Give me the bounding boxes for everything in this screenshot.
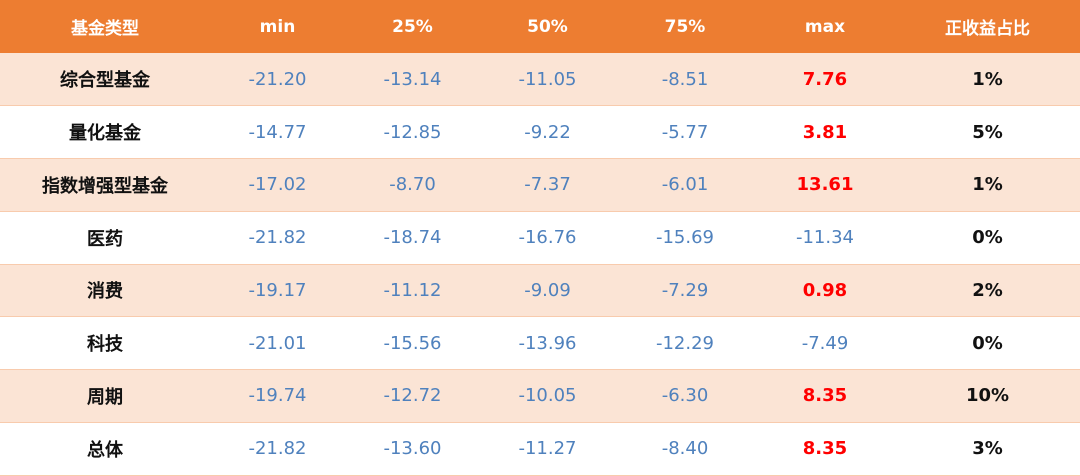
fund-type-cell: 量化基金 — [69, 123, 141, 145]
p25-cell: -15.56 — [383, 332, 442, 354]
max-cell: 8.35 — [802, 385, 848, 407]
max-cell: 3.81 — [802, 121, 848, 143]
min-cell: -21.20 — [248, 68, 307, 90]
header-row: 基金类型 min 25% 50% 75% max 正收益占比 — [0, 0, 1080, 53]
header-p50: 50% — [527, 16, 568, 37]
table-row: 医药 -21.82 -18.74 -16.76 -15.69 -11.34 0% — [0, 211, 1080, 264]
p50-cell: -11.05 — [518, 68, 577, 90]
max-cell: 13.61 — [796, 174, 854, 196]
fund-type-cell: 周期 — [87, 386, 123, 408]
p75-cell: -6.30 — [661, 385, 709, 407]
min-cell: -19.17 — [248, 279, 307, 301]
p75-cell: -15.69 — [655, 227, 715, 249]
p50-cell: -16.76 — [518, 227, 577, 249]
table-row: 综合型基金 -21.20 -13.14 -11.05 -8.51 7.76 1% — [0, 53, 1080, 106]
table-row: 周期 -19.74 -12.72 -10.05 -6.30 8.35 10% — [0, 369, 1080, 423]
table-row: 量化基金 -14.77 -12.85 -9.22 -5.77 3.81 5% — [0, 105, 1080, 159]
table-header: 基金类型 min 25% 50% 75% max 正收益占比 — [0, 0, 1080, 53]
positive-ratio-cell: 2% — [972, 279, 1003, 301]
p50-cell: -13.96 — [518, 332, 577, 354]
max-cell: 8.35 — [802, 438, 848, 460]
min-cell: -19.74 — [248, 385, 307, 407]
table-row: 指数增强型基金 -17.02 -8.70 -7.37 -6.01 13.61 1… — [0, 158, 1080, 212]
positive-ratio-cell: 1% — [972, 174, 1003, 196]
header-fund-type: 基金类型 — [71, 19, 139, 39]
min-cell: -21.82 — [248, 438, 307, 460]
fund-type-cell: 综合型基金 — [60, 70, 150, 92]
header-min: min — [259, 16, 296, 37]
positive-ratio-cell: 3% — [972, 438, 1003, 460]
table-row: 消费 -19.17 -11.12 -9.09 -7.29 0.98 2% — [0, 264, 1080, 317]
min-cell: -21.01 — [248, 332, 307, 354]
header-max: max — [804, 16, 846, 37]
p25-cell: -8.70 — [389, 174, 436, 196]
max-cell: -11.34 — [795, 227, 855, 249]
fund-type-cell: 指数增强型基金 — [42, 175, 168, 197]
positive-ratio-cell: 10% — [965, 385, 1010, 407]
p25-cell: -12.72 — [383, 385, 442, 407]
table-row: 科技 -21.01 -15.56 -13.96 -12.29 -7.49 0% — [0, 316, 1080, 370]
header-p25: 25% — [392, 16, 433, 37]
table-body: 综合型基金 -21.20 -13.14 -11.05 -8.51 7.76 1%… — [0, 53, 1080, 475]
fund-type-cell: 总体 — [87, 439, 123, 461]
p25-cell: -12.85 — [383, 121, 442, 143]
p50-cell: -9.09 — [524, 279, 571, 301]
p75-cell: -8.51 — [661, 68, 709, 90]
fund-type-cell: 医药 — [87, 228, 123, 250]
p50-cell: -11.27 — [518, 438, 577, 460]
fund-type-cell: 消费 — [87, 281, 123, 303]
header-p75: 75% — [664, 16, 706, 37]
table-row: 总体 -21.82 -13.60 -11.27 -8.40 8.35 3% — [0, 422, 1080, 475]
positive-ratio-cell: 0% — [972, 332, 1003, 354]
p50-cell: -10.05 — [518, 385, 577, 407]
p25-cell: -18.74 — [383, 227, 442, 249]
max-cell: -7.49 — [801, 332, 849, 354]
positive-ratio-cell: 1% — [972, 68, 1003, 90]
p75-cell: -12.29 — [655, 332, 715, 354]
p75-cell: -6.01 — [661, 174, 709, 196]
p25-cell: -13.60 — [383, 438, 442, 460]
p75-cell: -8.40 — [661, 438, 709, 460]
header-positive-ratio: 正收益占比 — [945, 19, 1030, 39]
p75-cell: -7.29 — [661, 279, 709, 301]
positive-ratio-cell: 0% — [972, 227, 1003, 249]
p25-cell: -13.14 — [383, 68, 442, 90]
min-cell: -14.77 — [248, 121, 307, 143]
positive-ratio-cell: 5% — [972, 121, 1003, 143]
p50-cell: -9.22 — [524, 121, 571, 143]
p50-cell: -7.37 — [524, 174, 571, 196]
p25-cell: -11.12 — [383, 279, 442, 301]
min-cell: -17.02 — [248, 174, 307, 196]
p75-cell: -5.77 — [661, 121, 709, 143]
max-cell: 7.76 — [802, 68, 848, 90]
fund-type-cell: 科技 — [87, 334, 123, 356]
max-cell: 0.98 — [802, 279, 848, 301]
min-cell: -21.82 — [248, 227, 307, 249]
